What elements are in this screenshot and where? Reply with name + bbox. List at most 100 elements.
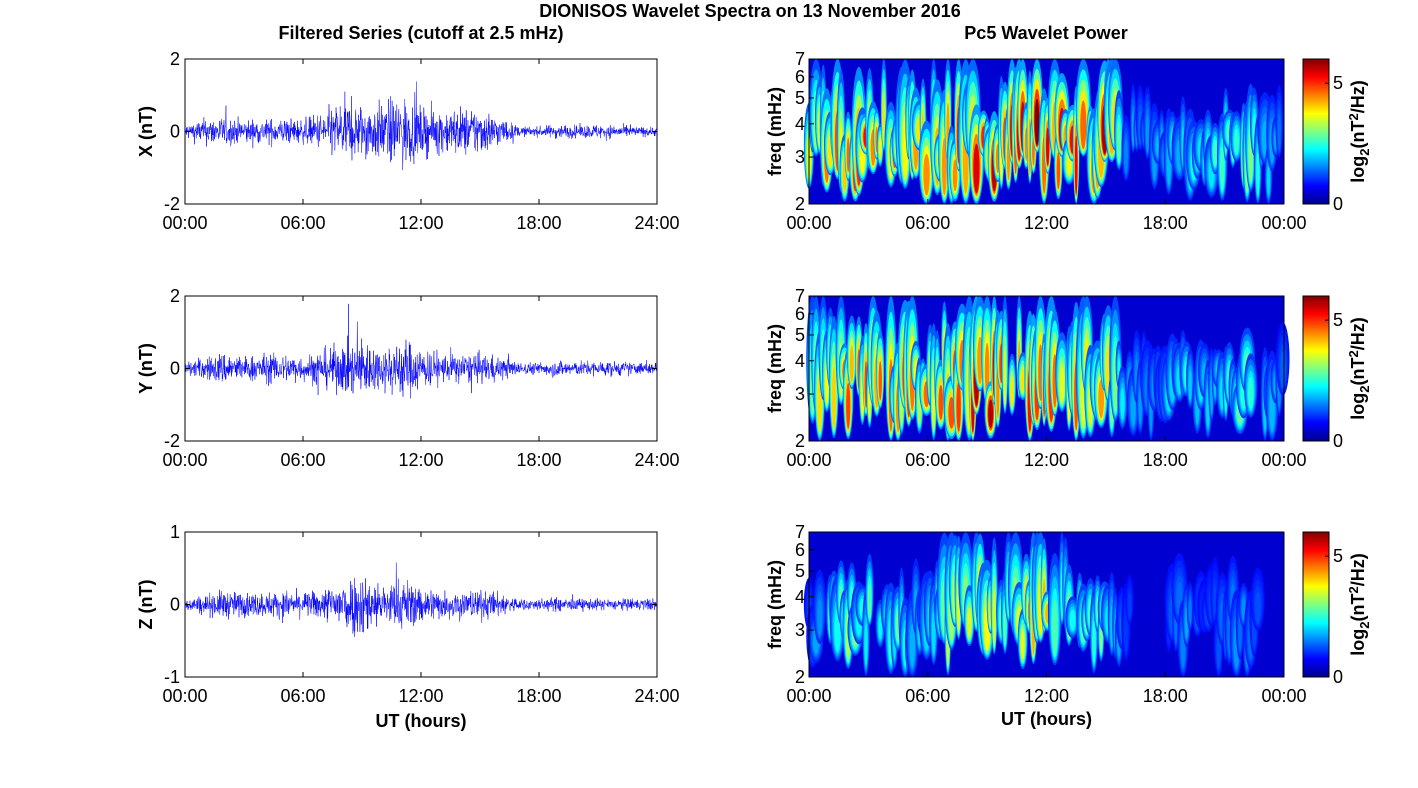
heatmap-cell bbox=[1248, 376, 1254, 410]
y-tick-label: 3 bbox=[795, 620, 805, 640]
heatmap-cell bbox=[988, 399, 994, 429]
y-tick-label: 0 bbox=[170, 359, 180, 379]
y-tick-label: 2 bbox=[795, 667, 805, 687]
x-tick-label: 12:00 bbox=[398, 450, 443, 470]
heatmap-cells bbox=[803, 532, 1265, 678]
heatmap-cell bbox=[1124, 139, 1128, 173]
y-tick-label: 7 bbox=[795, 49, 805, 69]
heatmap-cell bbox=[1056, 152, 1061, 190]
y-tick-label: 2 bbox=[795, 194, 805, 214]
heatmap-cell bbox=[1220, 146, 1225, 191]
heatmap-cell bbox=[1131, 111, 1135, 147]
heatmap-cell bbox=[967, 607, 972, 638]
heatmap-cell bbox=[1059, 363, 1065, 404]
heatmap-cell bbox=[1069, 609, 1076, 631]
y-tick-label: -2 bbox=[164, 431, 180, 451]
x-tick-label: 00:00 bbox=[1261, 213, 1306, 233]
heatmap-cell bbox=[849, 345, 854, 382]
heatmap-cell bbox=[1092, 620, 1096, 664]
x-tick-label: 06:00 bbox=[280, 450, 325, 470]
heatmap-cell bbox=[878, 137, 882, 160]
x-tick-label: 00:00 bbox=[162, 686, 207, 706]
y-tick-label: 4 bbox=[795, 351, 805, 371]
heatmap-cell bbox=[1280, 351, 1286, 389]
heatmap-cells bbox=[803, 58, 1284, 204]
x-tick-label: 18:00 bbox=[516, 686, 561, 706]
x-tick-label: 00:00 bbox=[1261, 450, 1306, 470]
x-tick-label: 12:00 bbox=[398, 213, 443, 233]
heatmap-cell bbox=[956, 381, 961, 432]
x-tick-label: 00:00 bbox=[786, 686, 831, 706]
y-tick-label: 3 bbox=[795, 147, 805, 167]
heatmap-cell bbox=[878, 615, 883, 640]
heatmap-cell bbox=[1128, 592, 1132, 619]
heatmap-cell bbox=[1046, 127, 1050, 166]
x-tick-label: 12:00 bbox=[1024, 450, 1069, 470]
left-column-title: Filtered Series (cutoff at 2.5 mHz) bbox=[278, 23, 563, 43]
heatmap-cell bbox=[941, 137, 947, 196]
y-tick-label: 6 bbox=[795, 304, 805, 324]
heatmap-cell bbox=[1010, 375, 1014, 407]
y-axis-label: freq (mHz) bbox=[765, 560, 785, 649]
y-tick-label: 2 bbox=[170, 286, 180, 306]
heatmap-cell bbox=[1256, 151, 1260, 196]
heatmap-cell bbox=[1213, 140, 1218, 166]
x-tick-label: 00:00 bbox=[786, 213, 831, 233]
heatmap-cell bbox=[909, 623, 915, 668]
y-tick-label: 0 bbox=[170, 595, 180, 615]
y-tick-label: 2 bbox=[795, 431, 805, 451]
heatmap-cell bbox=[973, 143, 980, 194]
colorbar-tick-label: 0 bbox=[1333, 194, 1343, 214]
right-column-title: Pc5 Wavelet Power bbox=[964, 23, 1127, 43]
colorbar-tick-label: 5 bbox=[1333, 310, 1343, 330]
y-tick-label: 6 bbox=[795, 540, 805, 560]
heatmap-cell bbox=[1255, 591, 1261, 624]
heatmap-cell bbox=[1052, 599, 1058, 656]
heatmap-cell bbox=[1034, 98, 1040, 146]
heatmap-cell bbox=[882, 98, 886, 144]
x-tick-label: 18:00 bbox=[516, 213, 561, 233]
data-trace bbox=[184, 81, 658, 171]
heatmap-cell bbox=[1267, 165, 1271, 196]
heatmap-cell bbox=[846, 137, 850, 173]
colorbar-tick-label: 5 bbox=[1333, 73, 1343, 93]
heatmap-cell bbox=[878, 361, 882, 401]
x-tick-label: 18:00 bbox=[1143, 213, 1188, 233]
heatmap-cell bbox=[1120, 387, 1125, 420]
y-tick-label: -2 bbox=[164, 194, 180, 214]
x-tick-label: 18:00 bbox=[516, 450, 561, 470]
x-tick-label: 06:00 bbox=[280, 686, 325, 706]
data-trace bbox=[184, 562, 658, 637]
timeseries-panel-y: 2 0 -200:00 06:00 12:00 18:00 24:00 Y (nT) bbox=[136, 286, 680, 470]
y-tick-label: 5 bbox=[795, 561, 805, 581]
x-tick-label: 24:00 bbox=[634, 686, 679, 706]
heatmap-cell bbox=[1020, 629, 1025, 660]
heatmap-cell bbox=[1003, 346, 1007, 406]
y-tick-label: 3 bbox=[795, 384, 805, 404]
panels-group: 20-200:00 06:00 12:00 18:00 24:00X (nT)20-20… bbox=[136, 49, 1372, 731]
heatmap-cell bbox=[992, 587, 996, 646]
x-tick-label: 06:00 bbox=[905, 213, 950, 233]
timeseries-panel-x: 2 0 -200:00 06:00 12:00 18:00 24:00 X (nT) bbox=[136, 49, 680, 233]
y-axis-label: Y (nT) bbox=[136, 343, 156, 394]
colorbar-tick-label: 0 bbox=[1333, 431, 1343, 451]
x-tick-label: 24:00 bbox=[634, 213, 679, 233]
y-tick-label: 1 bbox=[170, 522, 180, 542]
heatmap-cell bbox=[952, 159, 958, 192]
heatmap-cell bbox=[846, 382, 851, 429]
y-axis-label: X (nT) bbox=[136, 106, 156, 157]
heatmap-cell bbox=[1080, 100, 1087, 150]
x-tick-label: 12:00 bbox=[1024, 686, 1069, 706]
heatmap-cell bbox=[1238, 615, 1242, 651]
y-tick-label: 7 bbox=[795, 522, 805, 542]
heatmap-cell bbox=[931, 611, 936, 656]
heatmap-cell bbox=[1277, 113, 1281, 151]
y-axis-label: freq (mHz) bbox=[765, 324, 785, 413]
y-axis-label: Z (nT) bbox=[136, 580, 156, 630]
colorbar-tick-label: 5 bbox=[1333, 546, 1343, 566]
x-tick-label: 00:00 bbox=[162, 450, 207, 470]
